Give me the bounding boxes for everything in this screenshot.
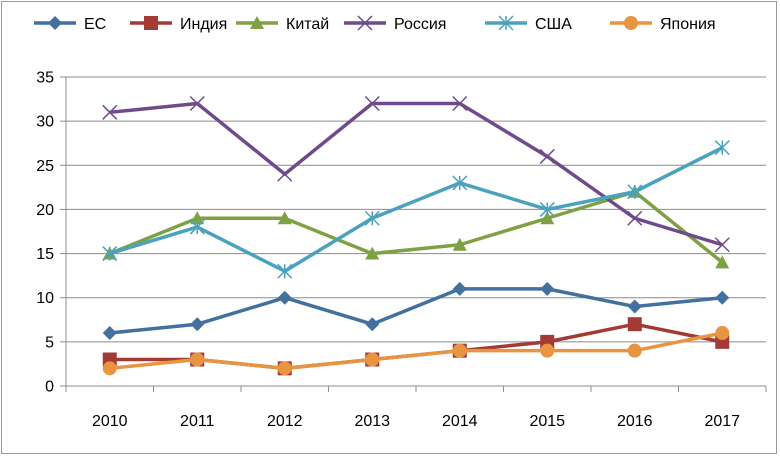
legend-entry: Россия bbox=[344, 15, 446, 33]
circle-marker bbox=[277, 361, 292, 376]
y-tick-label: 20 bbox=[36, 202, 54, 219]
x-tick-labels: 2010 2011 2012 2013 2014 2015 2016 2017 bbox=[92, 413, 740, 430]
series-line bbox=[109, 331, 723, 371]
star-marker bbox=[277, 263, 293, 279]
circle-marker bbox=[715, 326, 730, 341]
legend-label: ЕС bbox=[84, 16, 106, 33]
triangle-marker bbox=[715, 255, 730, 269]
triangle-marker bbox=[540, 211, 555, 225]
star-marker bbox=[498, 15, 514, 31]
x-marker bbox=[714, 237, 730, 253]
x-marker bbox=[452, 95, 468, 112]
triangle-marker bbox=[365, 246, 380, 260]
diamond-marker bbox=[190, 317, 205, 332]
diamond-marker bbox=[365, 317, 380, 332]
y-tick-label: 25 bbox=[36, 158, 54, 175]
series-line bbox=[109, 101, 723, 247]
x-marker bbox=[102, 104, 118, 120]
triangle-marker bbox=[452, 237, 467, 251]
series-line bbox=[109, 146, 724, 273]
gridlines bbox=[66, 76, 766, 343]
circle-marker bbox=[624, 16, 638, 30]
circle-marker bbox=[365, 352, 380, 367]
x-tick-label: 2010 bbox=[92, 413, 128, 430]
x-marker bbox=[277, 166, 293, 182]
series-group bbox=[102, 95, 730, 376]
series-diamond bbox=[102, 281, 730, 341]
y-tick-label: 15 bbox=[36, 246, 54, 263]
x-marker bbox=[364, 95, 380, 112]
square-marker bbox=[144, 16, 158, 30]
y-tick-label: 10 bbox=[36, 290, 54, 307]
star-marker bbox=[102, 246, 118, 262]
legend-label: Индия bbox=[180, 16, 227, 33]
x-tick-label: 2011 bbox=[180, 413, 215, 430]
star-marker bbox=[714, 140, 730, 156]
legend-entry: Индия bbox=[130, 16, 227, 33]
series-star bbox=[102, 140, 730, 279]
circle-marker bbox=[540, 343, 555, 358]
x-tick-label: 2014 bbox=[442, 413, 478, 430]
x-marker bbox=[357, 15, 373, 31]
diamond-marker bbox=[48, 16, 62, 30]
legend-entry: США bbox=[485, 15, 572, 33]
diamond-marker bbox=[627, 299, 642, 314]
legend-label: Китай bbox=[286, 16, 329, 33]
diamond-marker bbox=[540, 281, 555, 296]
axes bbox=[60, 76, 767, 392]
diamond-marker bbox=[452, 281, 467, 296]
square-marker bbox=[627, 317, 642, 332]
x-tick-label: 2015 bbox=[529, 413, 565, 430]
star-marker bbox=[452, 175, 468, 191]
series-line bbox=[109, 287, 723, 335]
y-tick-label: 0 bbox=[45, 379, 54, 396]
circle-marker bbox=[452, 343, 467, 358]
legend-entry: ЕС bbox=[34, 16, 106, 33]
circle-marker bbox=[190, 352, 205, 367]
y-tick-label: 30 bbox=[36, 114, 54, 131]
triangle-marker bbox=[277, 211, 292, 225]
triangle-marker bbox=[250, 16, 264, 29]
x-marker bbox=[539, 148, 555, 164]
legend-label: Россия bbox=[394, 16, 446, 33]
x-tick-label: 2012 bbox=[267, 413, 303, 430]
diamond-marker bbox=[715, 290, 730, 305]
legend-label: США bbox=[535, 16, 572, 33]
x-tick-label: 2017 bbox=[704, 413, 740, 430]
legend-entry: Китай bbox=[236, 16, 329, 33]
y-tick-labels: 0 5 10 15 20 25 30 35 bbox=[36, 70, 54, 396]
star-marker bbox=[364, 210, 380, 226]
diamond-marker bbox=[277, 290, 292, 305]
x-marker bbox=[627, 210, 643, 226]
y-tick-label: 35 bbox=[36, 70, 54, 87]
star-marker bbox=[627, 184, 643, 200]
legend: ЕС Индия Китай Россия США Япония bbox=[34, 15, 716, 33]
star-marker bbox=[189, 219, 205, 235]
circle-marker bbox=[627, 343, 642, 358]
legend-entry: Япония bbox=[610, 16, 716, 33]
star-marker bbox=[539, 201, 555, 217]
y-tick-label: 5 bbox=[45, 334, 54, 351]
triangle-marker bbox=[190, 211, 205, 225]
series-circle bbox=[102, 326, 730, 376]
x-tick-label: 2016 bbox=[617, 413, 653, 430]
x-marker bbox=[189, 95, 205, 112]
series-x bbox=[102, 95, 730, 253]
diamond-marker bbox=[102, 326, 117, 341]
circle-marker bbox=[102, 361, 117, 376]
legend-label: Япония bbox=[660, 16, 716, 33]
x-tick-label: 2013 bbox=[354, 413, 390, 430]
